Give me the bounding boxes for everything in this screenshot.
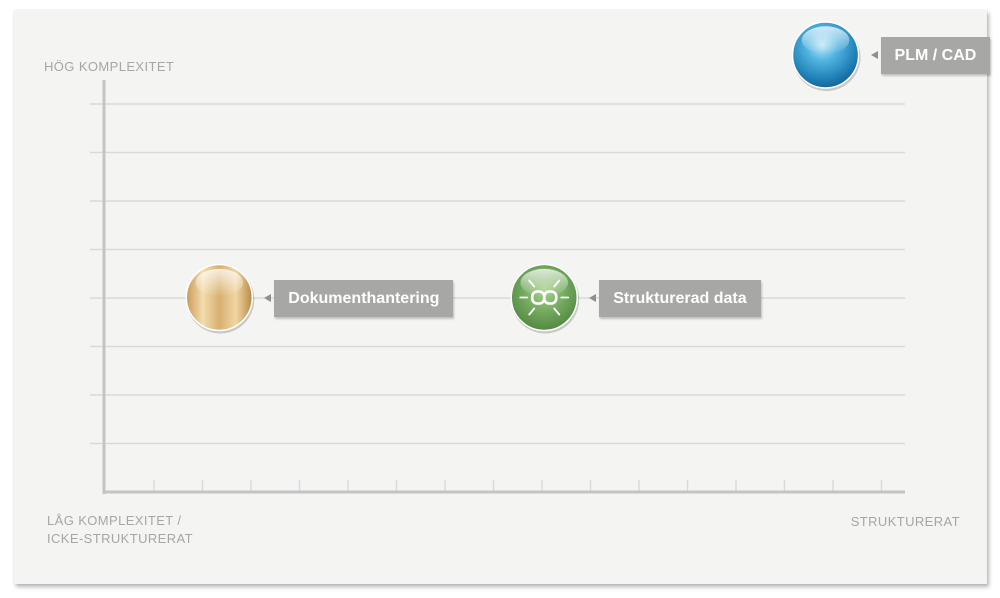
link-right bbox=[542, 290, 558, 305]
item-tag: Dokumenthantering bbox=[274, 279, 454, 317]
link-icon bbox=[510, 263, 580, 334]
x-axis-high-label: STRUKTURERAT bbox=[850, 514, 960, 529]
x-axis-low-label-line-2: ICKE-STRUKTURERAT bbox=[47, 531, 193, 546]
item-tag: PLM / CAD bbox=[880, 37, 991, 74]
tag-pointer bbox=[870, 51, 878, 59]
link-ray bbox=[528, 307, 536, 316]
tag-pointer bbox=[264, 293, 272, 302]
blue-sphere-icon bbox=[791, 21, 861, 91]
diagram-card bbox=[14, 10, 987, 584]
x-axis-low-label-line-1: LÅG KOMPLEXITET / bbox=[47, 513, 182, 528]
tag-pointer bbox=[589, 293, 597, 302]
marker-gloss bbox=[520, 268, 569, 297]
y-axis-high-label: HÖG KOMPLEXITET bbox=[44, 59, 175, 74]
item-tag: Strukturerad data bbox=[599, 279, 761, 317]
link-ray bbox=[553, 307, 561, 316]
marker-gloss bbox=[801, 26, 850, 55]
axes bbox=[102, 80, 905, 494]
gold-sphere-icon bbox=[185, 263, 255, 334]
link-ray bbox=[553, 279, 561, 288]
x-ticks bbox=[153, 480, 883, 492]
link-ray bbox=[528, 279, 536, 288]
marker-gloss bbox=[195, 268, 244, 297]
markers bbox=[185, 21, 861, 334]
x-axis-low-label: LÅG KOMPLEXITET / ICKE-STRUKTURERAT bbox=[47, 512, 193, 548]
